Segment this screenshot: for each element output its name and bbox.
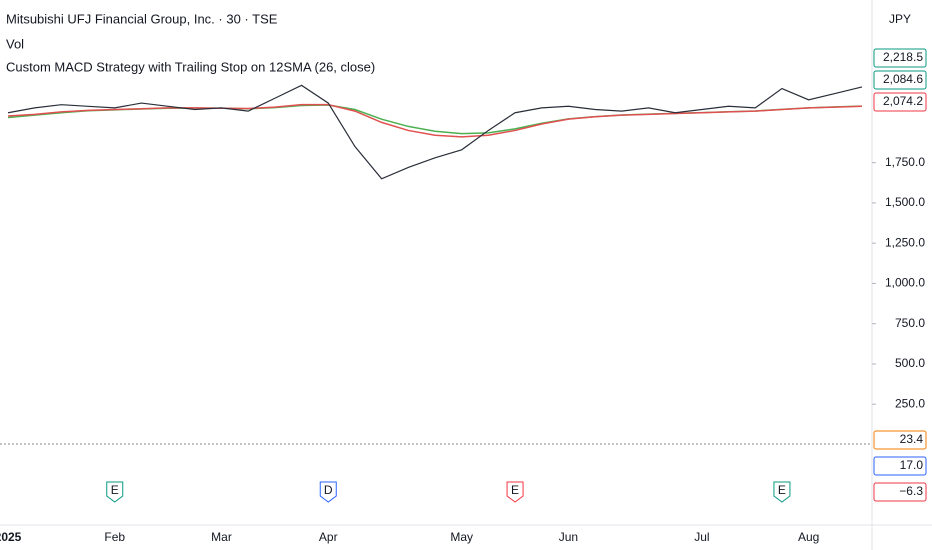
y-tick-label: 500.0: [895, 356, 925, 370]
price-label: −6.3: [899, 484, 923, 498]
event-label: D: [324, 483, 333, 497]
event-label: E: [111, 483, 119, 497]
price-label: 23.4: [900, 432, 924, 446]
event-label: E: [778, 483, 786, 497]
subtitle: Custom MACD Strategy with Trailing Stop …: [6, 59, 375, 74]
x-tick-label: Mar: [211, 530, 232, 544]
x-tick-label: May: [450, 530, 473, 544]
x-tick-label: Aug: [798, 530, 819, 544]
event-marker: [106, 481, 124, 503]
subtitle: Vol: [6, 36, 24, 51]
x-tick-label: 2025: [0, 530, 22, 544]
price-label: 2,218.5: [883, 50, 923, 64]
event-marker: [773, 481, 791, 503]
price-line: [7, 84, 863, 180]
chart-title: Mitsubishi UFJ Financial Group, Inc. · 3…: [6, 11, 278, 26]
x-tick-label: Feb: [104, 530, 125, 544]
price-label-box: [873, 92, 927, 112]
y-tick-label: 1,750.0: [885, 155, 925, 169]
y-tick-label: 1,250.0: [885, 235, 925, 249]
price-label-box: [873, 456, 927, 476]
price-label: 17.0: [900, 458, 924, 472]
currency: JPY: [889, 12, 911, 26]
y-tick-label: 750.0: [895, 316, 925, 330]
y-tick-label: 1,500.0: [885, 195, 925, 209]
y-tick-label: 1,000.0: [885, 276, 925, 290]
x-tick-label: Jul: [694, 530, 709, 544]
price-label: 2,074.2: [883, 94, 923, 108]
x-tick-label: Jun: [559, 530, 578, 544]
event-label: E: [511, 483, 519, 497]
price-label-box: [873, 70, 927, 90]
y-tick-label: 250.0: [895, 396, 925, 410]
x-tick-label: Apr: [319, 530, 338, 544]
price-label: 2,084.6: [883, 72, 923, 86]
event-marker: [506, 481, 524, 503]
price-label-box: [873, 482, 927, 502]
event-marker: [319, 481, 337, 503]
price-label-box: [873, 48, 927, 68]
price-label-box: [873, 430, 927, 450]
price-line: [7, 103, 863, 138]
